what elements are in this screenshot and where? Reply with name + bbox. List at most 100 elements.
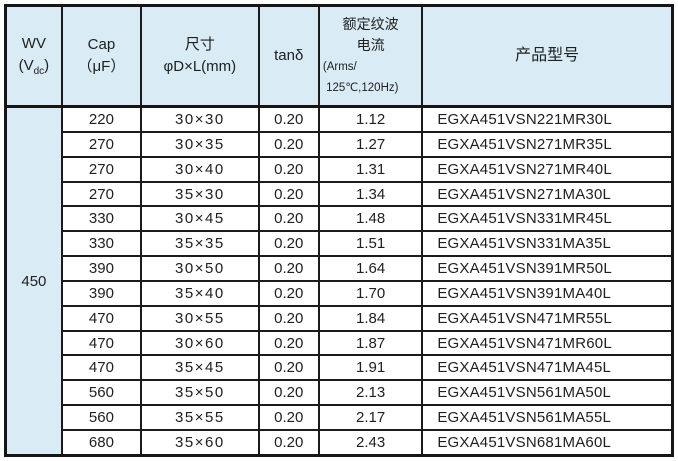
header-row: WV (Vdc) Cap （μF） 尺寸 φD×L(mm) tanδ 额定纹波 … bbox=[4, 4, 674, 108]
cell-tan-delta: 0.20 bbox=[257, 279, 320, 307]
cell-size: 35×40 bbox=[140, 279, 260, 307]
cell-capacitance: 270 bbox=[60, 155, 143, 183]
cell-capacitance: 680 bbox=[60, 428, 143, 457]
cell-capacitance: 220 bbox=[60, 105, 143, 134]
cell-ripple-current: 2.43 bbox=[317, 428, 424, 457]
cell-size: 30×45 bbox=[140, 205, 260, 233]
table-row: 470 30×60 0.20 1.87 EGXA451VSN471MR60L bbox=[6, 329, 674, 357]
cell-capacitance: 390 bbox=[60, 279, 143, 307]
cell-capacitance: 560 bbox=[60, 379, 143, 407]
header-model-title: 产品型号 bbox=[515, 47, 580, 65]
header-size: 尺寸 φD×L(mm) bbox=[140, 4, 260, 108]
cell-ripple-current: 1.34 bbox=[317, 180, 424, 208]
cell-part-number: EGXA451VSN331MA35L bbox=[421, 230, 674, 258]
header-wv-unit: (Vdc) bbox=[8, 55, 60, 80]
header-wv-title: WV bbox=[21, 34, 46, 52]
cell-ripple-current: 2.17 bbox=[317, 404, 424, 431]
cell-part-number: EGXA451VSN561MA50L bbox=[421, 379, 674, 407]
cell-part-number: EGXA451VSN391MR50L bbox=[421, 255, 674, 282]
table-row: 470 35×45 0.20 1.91 EGXA451VSN471MA45L bbox=[6, 354, 674, 382]
cell-size: 35×30 bbox=[140, 180, 260, 208]
header-wv: WV (Vdc) bbox=[4, 4, 63, 108]
cell-capacitance: 270 bbox=[60, 180, 143, 208]
cell-size: 30×40 bbox=[140, 155, 260, 183]
cell-part-number: EGXA451VSN471MA45L bbox=[421, 354, 674, 382]
cell-size: 35×50 bbox=[140, 379, 260, 407]
header-cap: Cap （μF） bbox=[60, 4, 143, 108]
table-row: 390 30×50 0.20 1.64 EGXA451VSN391MR50L bbox=[6, 255, 674, 282]
table-row: 270 30×40 0.20 1.31 EGXA451VSN271MR40L bbox=[6, 155, 674, 183]
cell-size: 35×35 bbox=[140, 230, 260, 258]
wv-unit-prefix: (V bbox=[18, 56, 34, 74]
cell-tan-delta: 0.20 bbox=[257, 354, 320, 382]
cell-ripple-current: 1.27 bbox=[317, 130, 424, 158]
header-ripple-unit: (Arms/ 125℃,120Hz) bbox=[322, 61, 399, 94]
cell-ripple-current: 1.31 bbox=[317, 155, 424, 183]
cell-part-number: EGXA451VSN221MR30L bbox=[421, 105, 674, 134]
cell-ripple-current: 1.87 bbox=[317, 329, 424, 357]
cell-tan-delta: 0.20 bbox=[257, 404, 320, 431]
cell-ripple-current: 1.64 bbox=[317, 255, 424, 282]
cell-part-number: EGXA451VSN331MR45L bbox=[421, 205, 674, 233]
cell-size: 35×45 bbox=[140, 354, 260, 382]
header-tand-title: tanδ bbox=[274, 47, 304, 65]
header-size-title: 尺寸 bbox=[184, 36, 215, 54]
cell-tan-delta: 0.20 bbox=[257, 379, 320, 407]
table-row: 560 35×50 0.20 2.13 EGXA451VSN561MA50L bbox=[6, 379, 674, 407]
cell-part-number: EGXA451VSN391MA40L bbox=[421, 279, 674, 307]
cell-tan-delta: 0.20 bbox=[257, 155, 320, 183]
cell-tan-delta: 0.20 bbox=[257, 230, 320, 258]
cell-tan-delta: 0.20 bbox=[257, 304, 320, 332]
header-ripple-title: 额定纹波 电流 bbox=[342, 16, 399, 53]
cell-tan-delta: 0.20 bbox=[257, 205, 320, 233]
cell-tan-delta: 0.20 bbox=[257, 255, 320, 282]
cell-part-number: EGXA451VSN561MA55L bbox=[421, 404, 674, 431]
table-body: 450 220 30×30 0.20 1.12 EGXA451VSN221MR3… bbox=[4, 105, 674, 457]
cell-capacitance: 330 bbox=[60, 230, 143, 258]
cell-size: 30×30 bbox=[140, 105, 260, 134]
header-cap-unit: （μF） bbox=[77, 58, 126, 75]
wv-unit-suffix: ) bbox=[44, 56, 50, 74]
cell-part-number: EGXA451VSN271MR35L bbox=[421, 130, 674, 158]
cell-size: 35×60 bbox=[140, 428, 260, 457]
cell-size: 30×60 bbox=[140, 329, 260, 357]
cell-part-number: EGXA451VSN271MR40L bbox=[421, 155, 674, 183]
cell-ripple-current: 1.12 bbox=[317, 105, 424, 134]
cell-size: 30×50 bbox=[140, 255, 260, 282]
cell-size: 30×55 bbox=[140, 304, 260, 332]
cell-size: 30×35 bbox=[140, 130, 260, 158]
capacitor-spec-table: WV (Vdc) Cap （μF） 尺寸 φD×L(mm) tanδ 额定纹波 … bbox=[4, 4, 674, 457]
cell-tan-delta: 0.20 bbox=[257, 180, 320, 208]
header-tand: tanδ bbox=[257, 4, 320, 108]
cell-capacitance: 390 bbox=[60, 255, 143, 282]
header-model: 产品型号 bbox=[421, 4, 674, 108]
header-ripple-current: 额定纹波 电流 (Arms/ 125℃,120Hz) bbox=[317, 4, 424, 108]
cell-tan-delta: 0.20 bbox=[257, 329, 320, 357]
cell-ripple-current: 1.84 bbox=[317, 304, 424, 332]
cell-part-number: EGXA451VSN681MA60L bbox=[421, 428, 674, 457]
table-row: 560 35×55 0.20 2.17 EGXA451VSN561MA55L bbox=[6, 404, 674, 431]
cell-capacitance: 560 bbox=[60, 404, 143, 431]
cell-capacitance: 270 bbox=[60, 130, 143, 158]
header-size-unit: φD×L(mm) bbox=[163, 58, 237, 75]
cell-tan-delta: 0.20 bbox=[257, 105, 320, 134]
table-row: 330 30×45 0.20 1.48 EGXA451VSN331MR45L bbox=[6, 205, 674, 233]
cell-part-number: EGXA451VSN471MR60L bbox=[421, 329, 674, 357]
cell-tan-delta: 0.20 bbox=[257, 130, 320, 158]
table-row: 270 35×30 0.20 1.34 EGXA451VSN271MA30L bbox=[6, 180, 674, 208]
cell-part-number: EGXA451VSN471MR55L bbox=[421, 304, 674, 332]
cell-ripple-current: 1.70 bbox=[317, 279, 424, 307]
cell-capacitance: 470 bbox=[60, 304, 143, 332]
cell-capacitance: 470 bbox=[60, 329, 143, 357]
cell-ripple-current: 1.48 bbox=[317, 205, 424, 233]
table-row: 330 35×35 0.20 1.51 EGXA451VSN331MA35L bbox=[6, 230, 674, 258]
cell-ripple-current: 1.51 bbox=[317, 230, 424, 258]
wv-unit-subscript: dc bbox=[33, 65, 45, 77]
table-row: 390 35×40 0.20 1.70 EGXA451VSN391MA40L bbox=[6, 279, 674, 307]
cell-ripple-current: 2.13 bbox=[317, 379, 424, 407]
cell-tan-delta: 0.20 bbox=[257, 428, 320, 457]
table-row: 270 30×35 0.20 1.27 EGXA451VSN271MR35L bbox=[6, 130, 674, 158]
table-row: 680 35×60 0.20 2.43 EGXA451VSN681MA60L bbox=[6, 428, 674, 457]
table-row: 450 220 30×30 0.20 1.12 EGXA451VSN221MR3… bbox=[4, 105, 674, 457]
